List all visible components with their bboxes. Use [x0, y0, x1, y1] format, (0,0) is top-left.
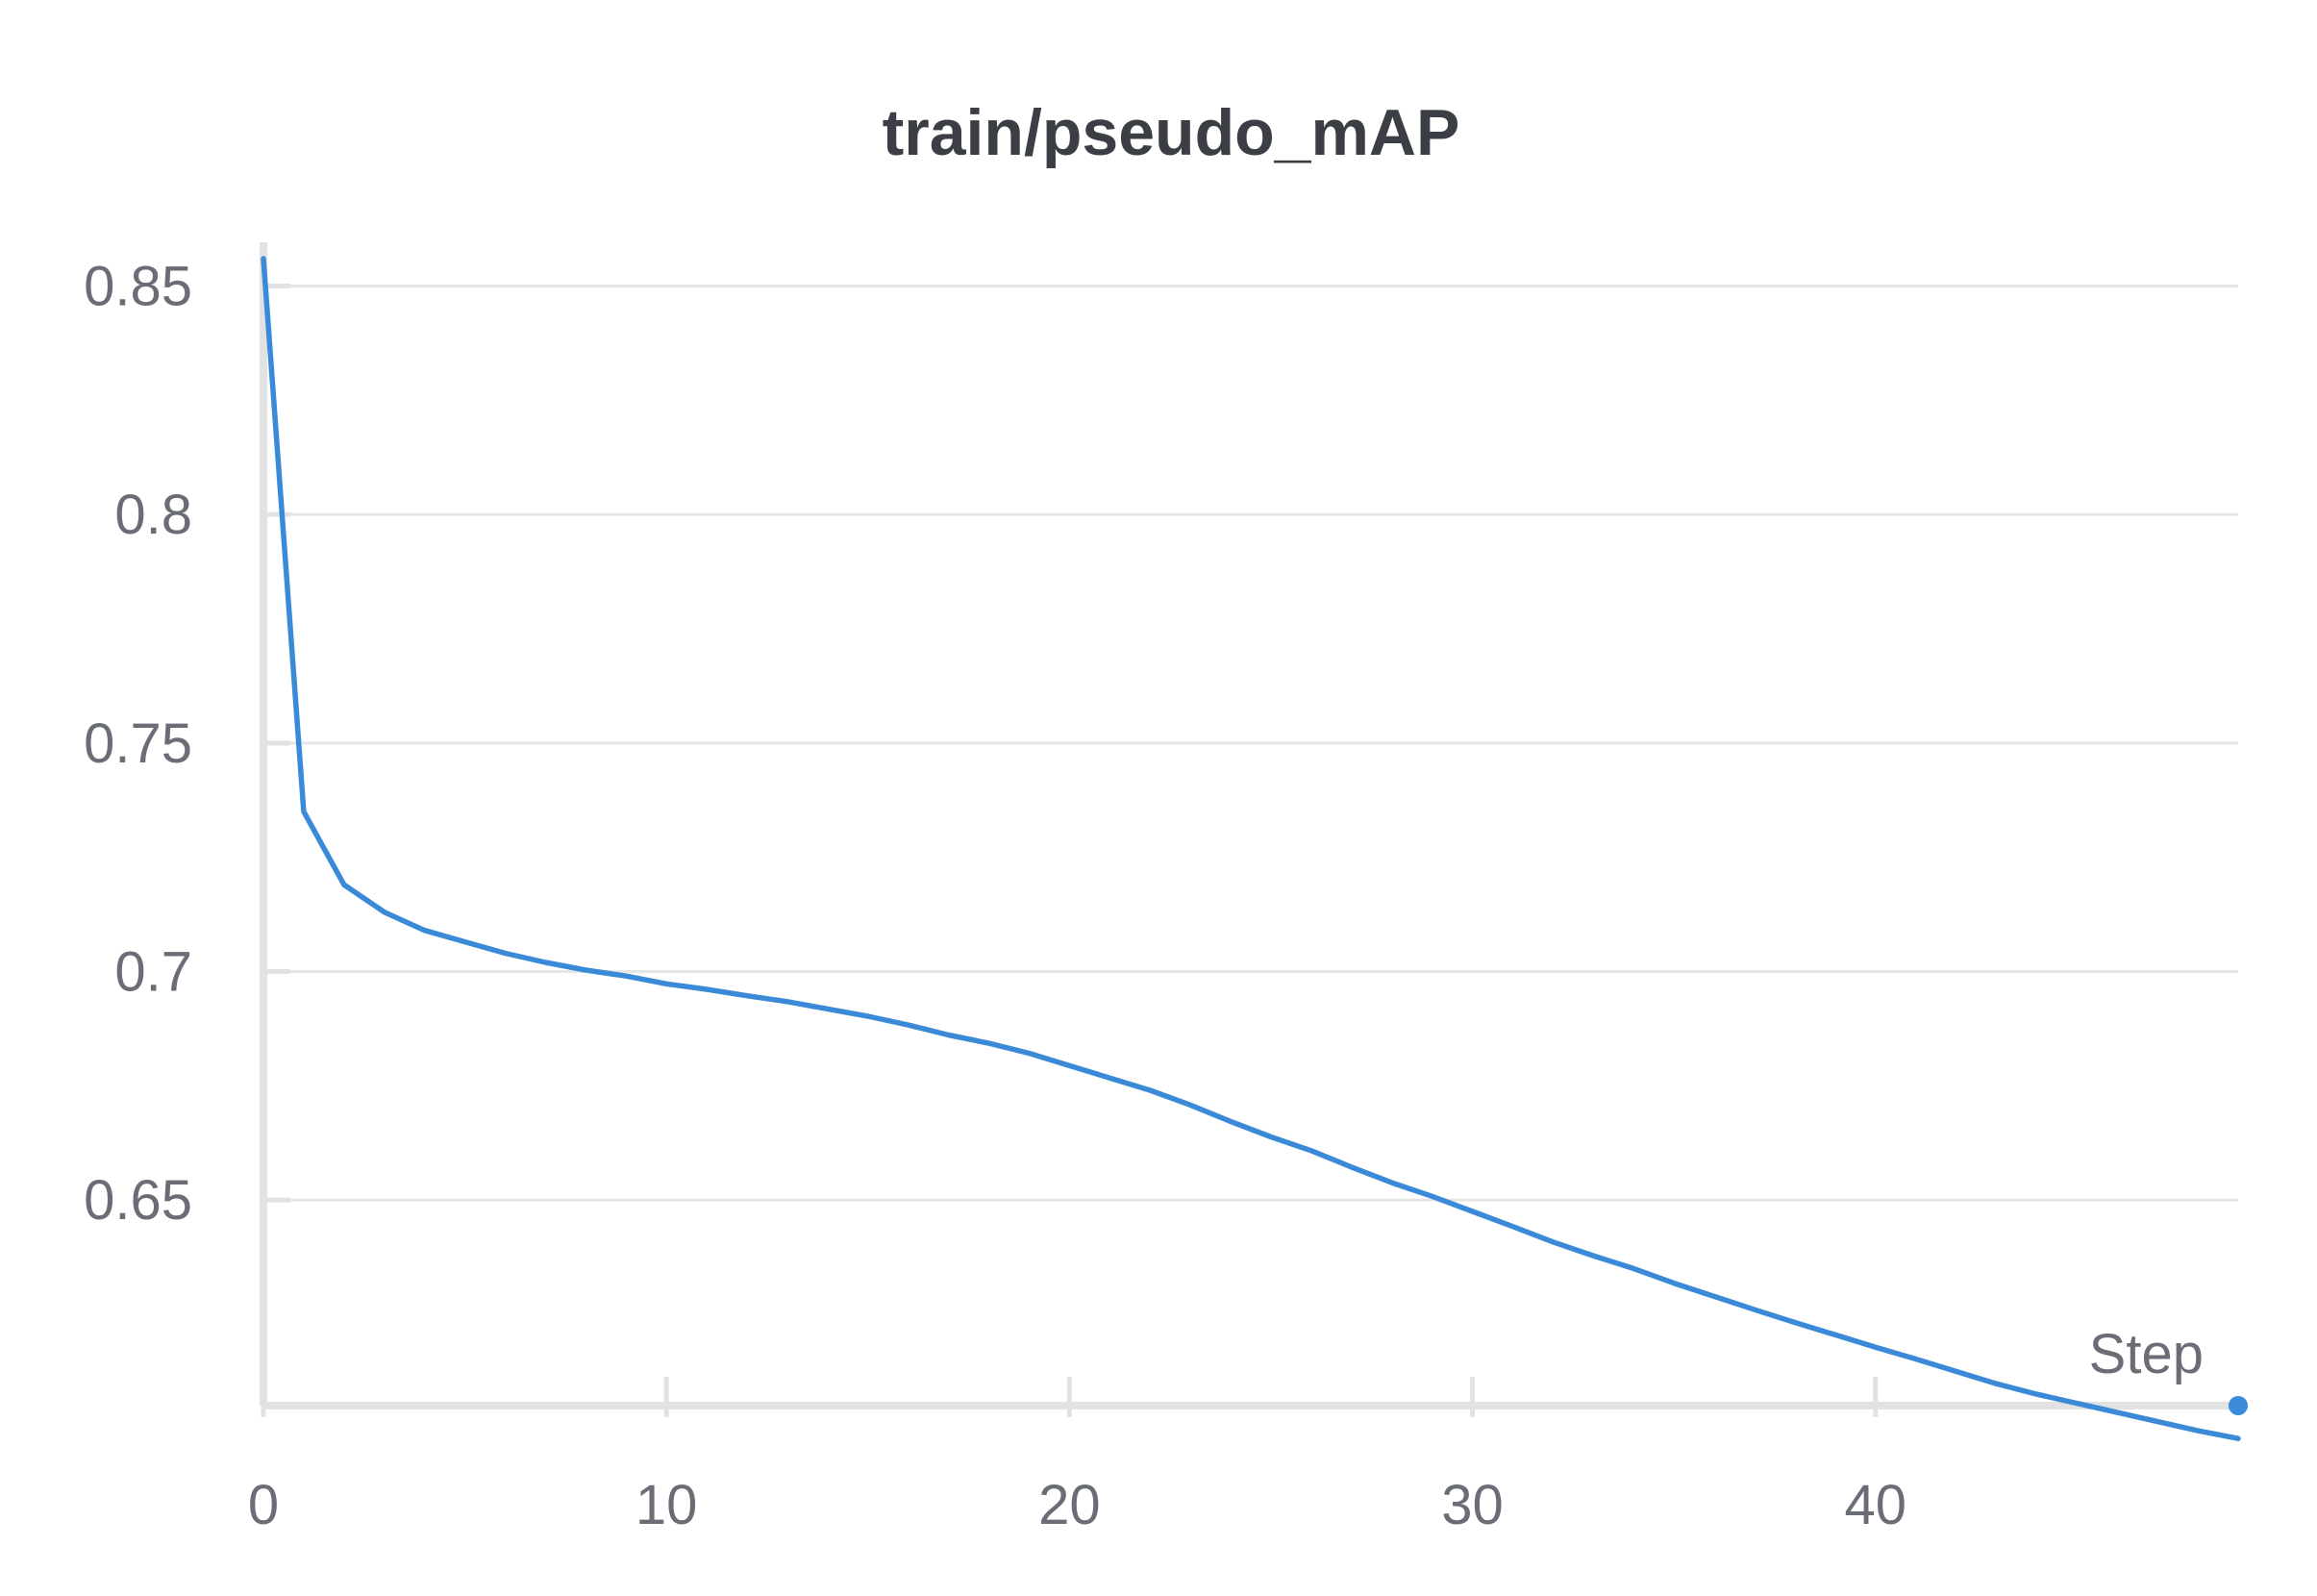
- axes: [260, 242, 2238, 1409]
- series-end-point: [2229, 1396, 2248, 1415]
- y-tick-label: 0.7: [114, 940, 192, 1003]
- x-tick-label: 30: [1441, 1474, 1504, 1536]
- x-tick-label: 20: [1038, 1474, 1101, 1536]
- chart-title: train/pseudo_mAP: [883, 96, 1460, 169]
- x-axis-label: Step: [2089, 1323, 2204, 1385]
- y-axis-ticks: 0.65 0.7 0.75 0.8 0.85: [84, 256, 290, 1232]
- y-tick-label: 0.75: [84, 712, 192, 775]
- x-tick-label: 10: [635, 1474, 698, 1536]
- y-tick-label: 0.85: [84, 256, 192, 318]
- series-group: [261, 256, 2248, 1441]
- x-tick-label: 0: [248, 1474, 279, 1536]
- x-tick-label: 40: [1844, 1474, 1906, 1536]
- series-line: [261, 256, 2241, 1441]
- x-axis-ticks: 0 10 20 30 40: [248, 1377, 1906, 1536]
- y-tick-label: 0.65: [84, 1169, 192, 1232]
- grid-lines: [263, 285, 2238, 1202]
- y-tick-label: 0.8: [114, 484, 192, 546]
